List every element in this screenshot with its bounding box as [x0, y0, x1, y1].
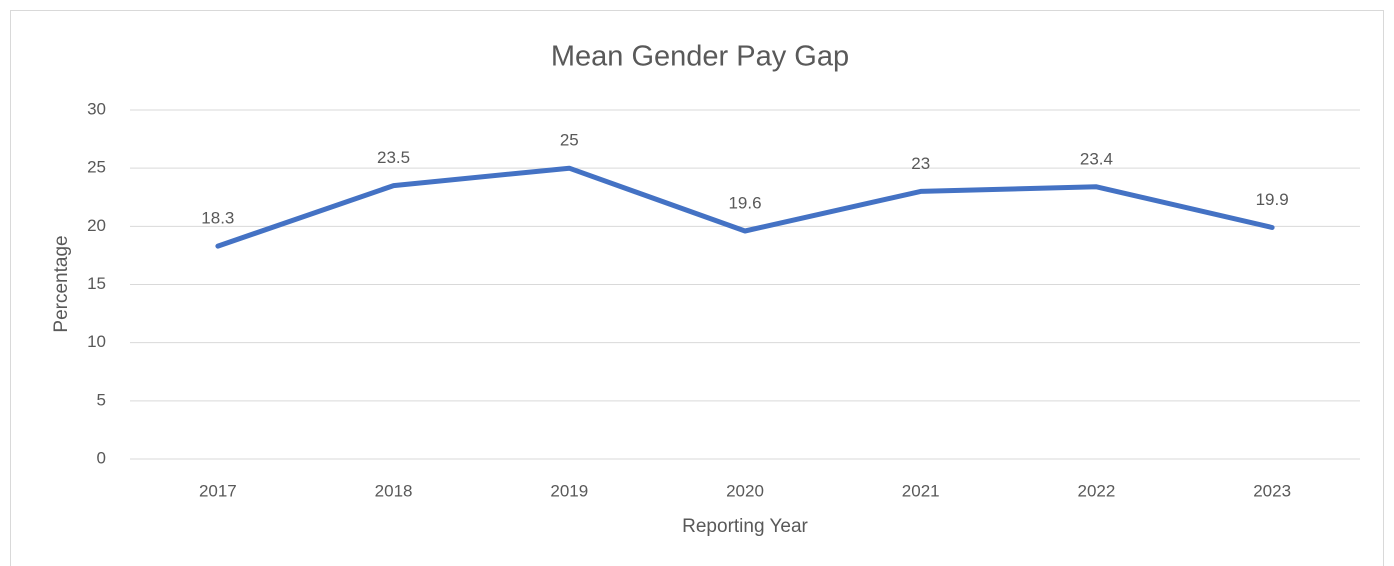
- x-tick-label: 2021: [902, 481, 940, 500]
- y-tick-label: 15: [87, 274, 106, 293]
- data-label: 23: [911, 154, 930, 173]
- x-tick-label: 2018: [375, 481, 413, 500]
- chart-frame: [10, 10, 1384, 566]
- data-label: 25: [560, 131, 579, 150]
- y-tick-label: 0: [97, 448, 106, 467]
- data-label: 18.3: [201, 209, 234, 228]
- data-label: 19.9: [1256, 190, 1289, 209]
- x-axis-label: Reporting Year: [682, 516, 808, 537]
- x-tick-label: 2023: [1253, 481, 1291, 500]
- data-label: 23.5: [377, 148, 410, 167]
- x-tick-label: 2019: [550, 481, 588, 500]
- y-tick-label: 30: [87, 99, 106, 118]
- y-tick-label: 25: [87, 158, 106, 177]
- y-tick-label: 20: [87, 216, 106, 235]
- y-axis-label: Percentage: [51, 235, 72, 332]
- y-tick-label: 5: [97, 390, 106, 409]
- data-line: [215, 165, 1275, 249]
- x-tick-label: 2020: [726, 481, 764, 500]
- data-label: 23.4: [1080, 149, 1113, 168]
- x-tick-label: 2017: [199, 481, 237, 500]
- data-label: 19.6: [728, 193, 761, 212]
- x-tick-label: 2022: [1078, 481, 1116, 500]
- y-tick-label: 10: [87, 332, 106, 351]
- chart-title: Mean Gender Pay Gap: [551, 41, 849, 73]
